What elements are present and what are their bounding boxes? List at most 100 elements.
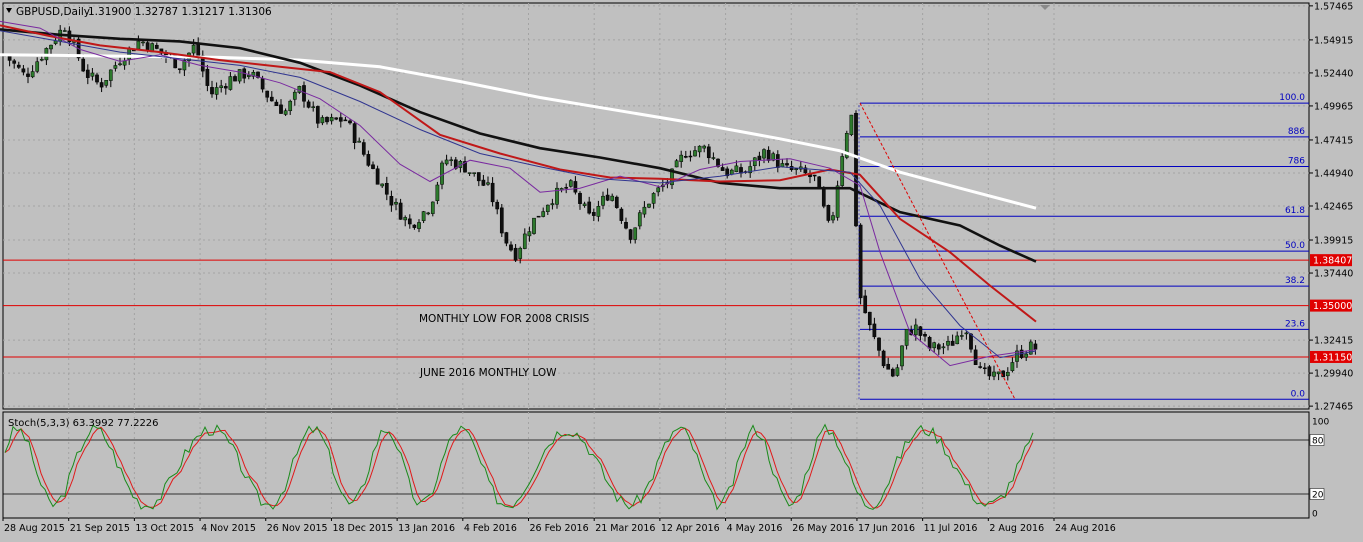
candle-bear xyxy=(476,172,481,182)
candle-bull xyxy=(49,44,53,50)
candle-bear xyxy=(624,221,628,229)
candle-bear xyxy=(407,218,412,225)
candle-bull xyxy=(771,153,776,161)
candle-bear xyxy=(495,201,500,210)
candle-bull xyxy=(568,180,573,187)
price-level-tag-label: 1.38407 xyxy=(1313,256,1352,267)
y-tick-label: 1.37440 xyxy=(1314,269,1353,280)
candle-bear xyxy=(573,181,578,193)
candle-bull xyxy=(693,150,697,157)
price-level-tag xyxy=(1310,299,1352,312)
candle-bull xyxy=(486,182,490,185)
scroll-marker-icon[interactable] xyxy=(1040,5,1050,10)
y-tick-label: 1.42465 xyxy=(1314,202,1353,213)
candle-bear xyxy=(260,78,265,90)
candle-bear xyxy=(591,212,596,216)
y-tick-label: 1.44940 xyxy=(1314,168,1353,179)
y-tick-label: 1.49965 xyxy=(1314,101,1353,112)
candle-bull xyxy=(1024,353,1029,358)
monthly-low-annotation: MONTHLY LOW FOR 2008 CRISIS xyxy=(419,313,590,325)
candle-bull xyxy=(444,159,449,165)
candle-bear xyxy=(21,68,26,73)
candle-bear xyxy=(927,337,932,349)
candle-bull xyxy=(141,41,145,44)
x-tick-label: 21 Sep 2015 xyxy=(70,523,130,534)
candle-bull xyxy=(904,329,909,346)
candle-bear xyxy=(269,96,274,102)
candle-bull xyxy=(702,145,707,149)
x-tick-label: 26 Feb 2016 xyxy=(530,523,589,534)
candle-bull xyxy=(550,203,555,206)
candle-bear xyxy=(196,43,201,57)
candle-bear xyxy=(858,224,863,299)
candle-bear xyxy=(279,104,283,114)
candle-bull xyxy=(113,65,118,69)
candle-bear xyxy=(536,215,541,218)
candle-bear xyxy=(683,156,688,158)
candle-bull xyxy=(1015,350,1019,362)
candle-bull xyxy=(518,247,523,259)
stoch-signal-line xyxy=(4,426,1034,509)
candle-bear xyxy=(481,179,486,186)
time-axis: 28 Aug 2015 21 Sep 2015 13 Oct 2015 4 Nov 2… xyxy=(2,518,1116,534)
june-low-annotation: JUNE 2016 MONTHLY LOW xyxy=(419,367,557,379)
candle-bear xyxy=(274,101,279,107)
x-tick-label: 13 Jan 2016 xyxy=(398,523,455,534)
candle-bull xyxy=(283,110,288,115)
y-tick-label: 1.32415 xyxy=(1314,336,1353,347)
candle-bull xyxy=(849,114,854,135)
candle-bear xyxy=(26,73,30,77)
candle-bull xyxy=(104,80,109,86)
candle-bear xyxy=(12,60,17,64)
stochastic-grid xyxy=(3,412,1309,518)
candle-bear xyxy=(716,158,720,167)
stoch-level-tag xyxy=(1309,434,1325,446)
candle-bear xyxy=(490,182,495,203)
candle-bull xyxy=(932,342,937,349)
price-pane[interactable] xyxy=(2,2,1310,410)
candle-bull xyxy=(246,74,251,77)
y-tick-label: 1.57465 xyxy=(1314,1,1353,12)
symbol-dropdown-icon[interactable] xyxy=(6,8,12,13)
x-tick-label: 26 Nov 2015 xyxy=(267,523,328,534)
candle-bull xyxy=(674,160,679,168)
candle-bull xyxy=(541,211,546,217)
candle-bull xyxy=(913,324,918,336)
stoch-level-tag xyxy=(1309,488,1325,500)
x-tick-label: 26 May 2016 xyxy=(792,523,854,534)
candle-bull xyxy=(1005,371,1010,377)
candle-bear xyxy=(205,68,210,86)
candle-bear xyxy=(863,295,868,314)
candle-bull xyxy=(844,133,849,158)
price-level-tag-label: 1.31150 xyxy=(1313,352,1352,363)
price-level-tag-label: 1.35000 xyxy=(1313,301,1352,312)
candle-bear xyxy=(375,168,380,185)
moving-averages xyxy=(0,20,1037,367)
candle-bear xyxy=(619,208,624,221)
candle-bull xyxy=(90,72,95,77)
candle-bear xyxy=(412,224,417,228)
candle-bear xyxy=(154,44,159,49)
candle-bull xyxy=(237,69,242,82)
candle-bull xyxy=(228,76,233,90)
candle-bull xyxy=(288,100,293,112)
x-tick-label: 17 Jun 2016 xyxy=(858,523,915,534)
candle-bear xyxy=(950,340,955,346)
candle-bull xyxy=(380,183,385,187)
stoch-tick-label: 20 xyxy=(1312,491,1324,501)
candle-bear xyxy=(725,168,730,177)
candle-bull xyxy=(440,162,444,185)
candle-bull xyxy=(191,44,196,54)
candle-bear xyxy=(987,366,992,377)
candle-bear xyxy=(371,164,375,169)
candle-bull xyxy=(964,332,969,335)
candle-bull xyxy=(430,201,435,214)
candle-bear xyxy=(918,326,923,336)
candle-bear xyxy=(826,204,831,221)
candle-bull xyxy=(651,193,656,204)
fibonacci-retracement[interactable]: 100.0 886 786 61.8 50.0 38.2 23.6 0.0 xyxy=(860,93,1309,400)
fib-level-label: 38.2 xyxy=(1285,276,1305,286)
candle-bear xyxy=(389,196,394,206)
